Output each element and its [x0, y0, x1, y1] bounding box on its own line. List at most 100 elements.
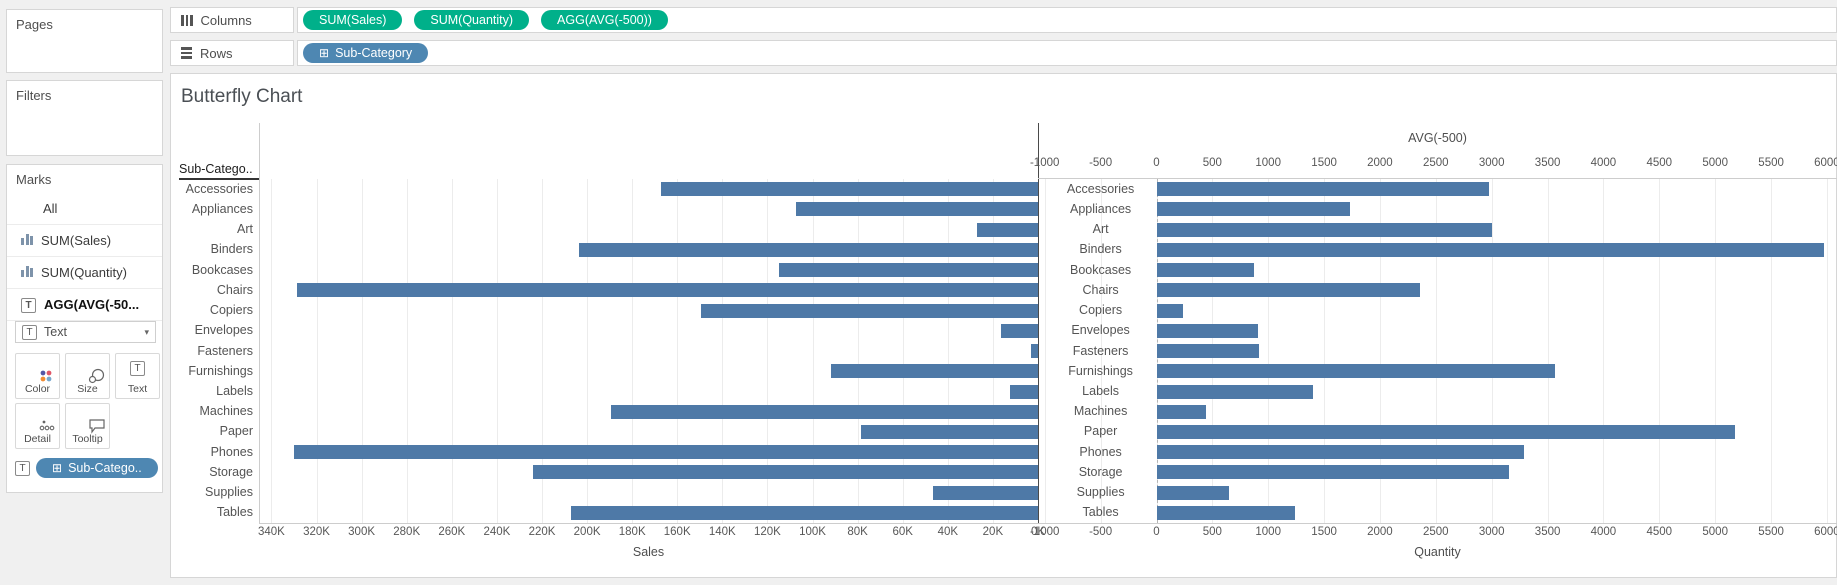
sales-bar[interactable]: [795, 202, 1038, 217]
columns-pill-2[interactable]: AGG(AVG(-500)): [541, 10, 668, 30]
text-mark-label[interactable]: Supplies: [1076, 485, 1125, 500]
quantity-bar[interactable]: [1156, 505, 1296, 520]
sales-bar[interactable]: [293, 445, 1038, 460]
row-label[interactable]: Labels: [216, 384, 253, 398]
rows-shelf-label[interactable]: Rows: [170, 40, 294, 66]
text-mark-label[interactable]: Paper: [1083, 424, 1118, 439]
row-label[interactable]: Phones: [210, 444, 253, 459]
row-label[interactable]: Copiers: [209, 303, 253, 317]
sales-bar[interactable]: [831, 364, 1038, 379]
sales-bar[interactable]: [861, 424, 1038, 439]
quantity-bar[interactable]: [1156, 303, 1183, 318]
sub-category-marks-pill[interactable]: ⊞ Sub-Catego..: [36, 458, 158, 478]
text-mark-label[interactable]: Phones: [1079, 444, 1122, 459]
rows-shelf[interactable]: ⊞ Sub-Category: [297, 40, 1837, 66]
row-label[interactable]: Paper: [219, 424, 253, 439]
quantity-bar[interactable]: [1156, 424, 1736, 439]
marks-item-label: SUM(Quantity): [41, 265, 127, 280]
quantity-bar[interactable]: [1156, 202, 1350, 217]
row-label[interactable]: Storage: [209, 464, 253, 479]
filters-shelf[interactable]: Filters: [6, 80, 163, 156]
quantity-bar[interactable]: [1156, 404, 1206, 419]
quantity-bar[interactable]: [1156, 182, 1490, 197]
sales-bar[interactable]: [1000, 323, 1038, 338]
sales-bar[interactable]: [660, 182, 1038, 197]
quantity-bar[interactable]: [1156, 242, 1825, 257]
quantity-bar[interactable]: [1156, 384, 1313, 399]
sales-bar[interactable]: [976, 222, 1038, 237]
row-label[interactable]: Tables: [216, 505, 253, 520]
tooltip-button[interactable]: Tooltip: [65, 403, 110, 449]
quantity-bar[interactable]: [1156, 364, 1555, 379]
sales-axis-tick: 220K: [528, 526, 556, 538]
size-button[interactable]: Size: [65, 353, 110, 399]
text-mark-label[interactable]: Copiers: [1079, 303, 1123, 317]
text-mark-label[interactable]: Envelopes: [1071, 323, 1130, 338]
text-mark-label[interactable]: Labels: [1082, 384, 1120, 398]
quantity-bar[interactable]: [1156, 283, 1420, 298]
marks-item-all[interactable]: All: [7, 193, 162, 225]
row-label[interactable]: Chairs: [216, 282, 253, 297]
sales-bar[interactable]: [533, 465, 1038, 480]
quantity-axis-tick: 2500: [1423, 526, 1449, 538]
sales-bar[interactable]: [779, 263, 1038, 278]
columns-pill-1[interactable]: SUM(Quantity): [414, 10, 530, 30]
mark-type-dropdown[interactable]: T Text ▾: [15, 321, 156, 343]
row-label[interactable]: Bookcases: [191, 262, 253, 277]
sales-bar[interactable]: [1031, 344, 1038, 358]
text-mark-label[interactable]: Bookcases: [1070, 262, 1132, 277]
row-label[interactable]: Appliances: [191, 201, 253, 216]
quantity-bar[interactable]: [1156, 323, 1258, 338]
quantity-bar[interactable]: [1156, 344, 1259, 358]
row-label[interactable]: Binders: [210, 242, 253, 257]
marks-item-agg-avg-[interactable]: T AGG(AVG(-50...: [7, 289, 162, 321]
quantity-bar[interactable]: [1156, 445, 1524, 460]
text-mark-label[interactable]: Accessories: [1066, 181, 1135, 196]
text-mark-label[interactable]: Fasteners: [1072, 343, 1129, 358]
pane-left-border: [259, 123, 260, 523]
row-header[interactable]: Sub-Catego..: [179, 162, 253, 176]
gridline: [767, 179, 769, 523]
columns-shelf-label[interactable]: Columns: [170, 7, 294, 33]
pages-shelf[interactable]: Pages: [6, 9, 163, 73]
row-label[interactable]: Fasteners: [197, 343, 253, 358]
row-label[interactable]: Machines: [199, 404, 254, 419]
text-mark-label[interactable]: Art: [1092, 222, 1109, 237]
text-mark-label[interactable]: Binders: [1079, 242, 1122, 257]
sales-bar[interactable]: [932, 485, 1038, 500]
sales-bar[interactable]: [579, 242, 1038, 257]
color-button[interactable]: Color: [15, 353, 60, 399]
text-mark-label[interactable]: Tables: [1082, 505, 1119, 520]
text-mark-label[interactable]: Machines: [1073, 404, 1128, 419]
row-label[interactable]: Envelopes: [194, 323, 253, 338]
row-label[interactable]: Furnishings: [188, 363, 253, 378]
quantity-bar[interactable]: [1156, 263, 1254, 278]
quantity-bar[interactable]: [1156, 465, 1510, 480]
quantity-bar[interactable]: [1156, 222, 1492, 237]
row-label[interactable]: Accessories: [185, 181, 253, 196]
text-mark-label[interactable]: Storage: [1078, 464, 1123, 479]
sales-bar[interactable]: [700, 303, 1038, 318]
detail-button[interactable]: Detail: [15, 403, 60, 449]
columns-shelf[interactable]: SUM(Sales) SUM(Quantity) AGG(AVG(-500)): [297, 7, 1837, 33]
sales-bar[interactable]: [611, 404, 1038, 419]
sales-bar[interactable]: [571, 505, 1038, 520]
row-label[interactable]: Art: [237, 222, 253, 237]
quantity-axis-tick: 0: [1153, 526, 1160, 538]
mark-type-value: Text: [44, 325, 67, 339]
button-label: Size: [77, 383, 98, 395]
columns-pill-0[interactable]: SUM(Sales): [303, 10, 403, 30]
rows-pill-0[interactable]: ⊞ Sub-Category: [303, 43, 429, 63]
quantity-axis-tick: 3000: [1478, 526, 1505, 538]
text-mark-label[interactable]: Furnishings: [1068, 363, 1133, 378]
avg-axis-tick: 5500: [1758, 157, 1784, 169]
sales-bar[interactable]: [297, 283, 1038, 298]
text-button[interactable]: T Text: [115, 353, 160, 399]
marks-item-sum-quantity-[interactable]: SUM(Quantity): [7, 257, 162, 289]
sales-bar[interactable]: [1009, 384, 1038, 399]
quantity-bar[interactable]: [1156, 485, 1229, 500]
marks-item-sum-sales-[interactable]: SUM(Sales): [7, 225, 162, 257]
text-mark-label[interactable]: Chairs: [1082, 282, 1119, 297]
text-mark-label[interactable]: Appliances: [1070, 201, 1132, 216]
row-label[interactable]: Supplies: [205, 485, 253, 500]
